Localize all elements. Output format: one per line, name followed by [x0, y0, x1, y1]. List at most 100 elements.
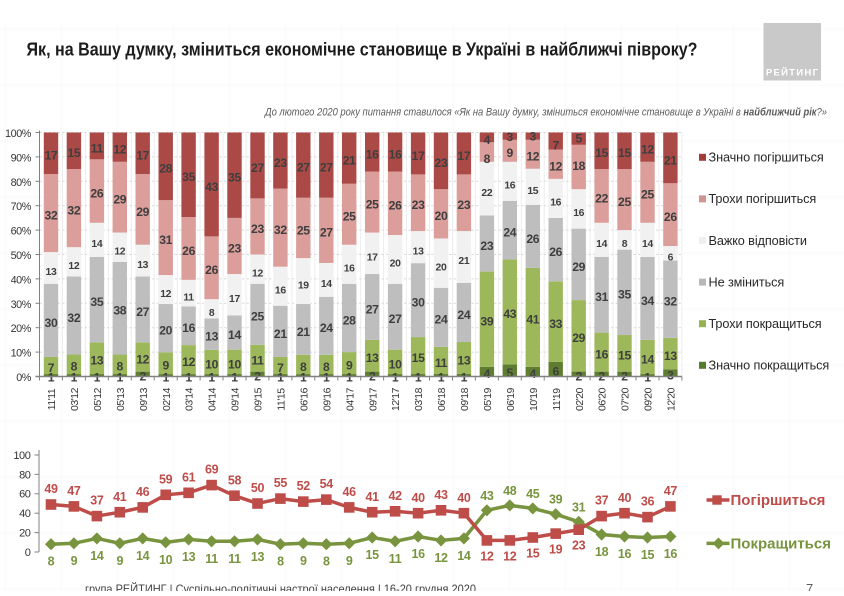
svg-text:29: 29 — [136, 205, 149, 219]
svg-text:15: 15 — [67, 146, 80, 160]
svg-text:7: 7 — [277, 361, 284, 375]
svg-text:8: 8 — [300, 360, 307, 374]
svg-text:55: 55 — [274, 476, 288, 490]
svg-text:8: 8 — [209, 308, 215, 319]
svg-text:група РЕЙТИНГ | Суспільно-полі: група РЕЙТИНГ | Суспільно-політичні наст… — [85, 581, 476, 591]
svg-text:25: 25 — [366, 197, 379, 211]
svg-text:23: 23 — [457, 198, 470, 212]
svg-text:05'19: 05'19 — [483, 387, 494, 411]
svg-text:14: 14 — [228, 328, 241, 342]
svg-text:13: 13 — [137, 260, 148, 271]
svg-text:40: 40 — [19, 508, 31, 520]
svg-text:1: 1 — [277, 371, 284, 385]
svg-text:11'15: 11'15 — [277, 388, 288, 411]
svg-text:21: 21 — [274, 327, 287, 341]
svg-text:11: 11 — [205, 552, 218, 566]
svg-text:06'16: 06'16 — [299, 387, 310, 411]
svg-text:32: 32 — [664, 295, 677, 309]
svg-text:31: 31 — [159, 233, 172, 247]
svg-text:8: 8 — [484, 152, 491, 166]
svg-text:06'20: 06'20 — [598, 387, 609, 411]
svg-text:5: 5 — [507, 366, 514, 380]
svg-text:14: 14 — [321, 279, 332, 290]
svg-text:15: 15 — [412, 351, 425, 365]
svg-text:1: 1 — [71, 371, 78, 385]
svg-text:23: 23 — [435, 156, 448, 170]
svg-text:20: 20 — [435, 209, 448, 223]
svg-text:9: 9 — [507, 146, 514, 160]
svg-text:17: 17 — [45, 149, 58, 163]
svg-text:14: 14 — [91, 239, 102, 250]
svg-text:11: 11 — [91, 141, 104, 155]
svg-text:28: 28 — [343, 313, 356, 327]
svg-text:13: 13 — [90, 354, 103, 368]
svg-text:30%: 30% — [11, 299, 32, 311]
svg-text:1: 1 — [438, 371, 445, 385]
svg-text:12: 12 — [113, 143, 126, 157]
svg-text:4: 4 — [530, 367, 537, 381]
svg-text:Покращиться: Покращиться — [731, 535, 832, 552]
svg-text:12: 12 — [641, 143, 654, 157]
svg-text:10%: 10% — [11, 348, 32, 360]
svg-text:22: 22 — [595, 191, 608, 205]
svg-text:12: 12 — [182, 355, 195, 369]
svg-text:7: 7 — [48, 361, 55, 375]
svg-text:16: 16 — [389, 147, 402, 161]
svg-text:24: 24 — [457, 308, 470, 322]
svg-text:16: 16 — [411, 547, 425, 561]
svg-text:23: 23 — [274, 156, 287, 170]
svg-text:6: 6 — [668, 253, 674, 264]
svg-text:12: 12 — [252, 268, 263, 279]
svg-text:Значно погіршиться: Значно погіршиться — [709, 151, 824, 165]
svg-text:8: 8 — [117, 360, 124, 374]
svg-text:12: 12 — [160, 289, 171, 300]
svg-text:43: 43 — [480, 489, 494, 503]
svg-text:33: 33 — [549, 317, 562, 331]
svg-text:35: 35 — [90, 295, 103, 309]
svg-text:32: 32 — [45, 208, 58, 222]
svg-text:РЕЙТИНГ: РЕЙТИНГ — [766, 67, 819, 79]
svg-text:17: 17 — [367, 253, 378, 264]
svg-text:0: 0 — [25, 547, 31, 559]
svg-text:41: 41 — [113, 490, 127, 504]
svg-text:9: 9 — [71, 554, 78, 568]
svg-text:13: 13 — [251, 550, 265, 564]
svg-text:41: 41 — [366, 490, 380, 504]
svg-text:16: 16 — [664, 547, 678, 561]
svg-text:1: 1 — [346, 371, 353, 385]
svg-text:1: 1 — [117, 371, 124, 385]
svg-text:4: 4 — [484, 133, 491, 147]
svg-text:13: 13 — [366, 351, 379, 365]
svg-text:9: 9 — [300, 554, 307, 568]
svg-text:9: 9 — [346, 554, 353, 568]
svg-text:17: 17 — [229, 294, 240, 305]
svg-text:23: 23 — [572, 539, 586, 553]
svg-text:47: 47 — [67, 484, 81, 498]
svg-text:13: 13 — [413, 246, 424, 257]
svg-text:24: 24 — [435, 313, 448, 327]
svg-text:12: 12 — [480, 549, 494, 563]
svg-text:34: 34 — [641, 294, 654, 308]
svg-text:20: 20 — [19, 528, 31, 540]
svg-text:26: 26 — [526, 232, 539, 246]
svg-text:49: 49 — [44, 482, 58, 496]
svg-text:46: 46 — [136, 485, 150, 499]
svg-text:Не зміниться: Не зміниться — [709, 275, 785, 289]
svg-text:05'13: 05'13 — [116, 387, 127, 411]
svg-text:16: 16 — [550, 198, 561, 209]
svg-text:26: 26 — [549, 245, 562, 259]
svg-text:21: 21 — [297, 325, 310, 339]
svg-text:90%: 90% — [11, 152, 32, 164]
svg-text:16: 16 — [573, 208, 584, 219]
svg-text:21: 21 — [458, 256, 469, 267]
svg-text:12'17: 12'17 — [391, 387, 402, 411]
svg-text:Значно покращиться: Значно покращиться — [709, 359, 830, 373]
svg-text:04'17: 04'17 — [345, 387, 356, 411]
svg-text:1: 1 — [94, 371, 101, 385]
svg-text:14: 14 — [90, 549, 104, 563]
svg-text:11: 11 — [228, 552, 241, 566]
svg-text:10: 10 — [228, 357, 241, 371]
svg-text:02'20: 02'20 — [575, 387, 586, 411]
svg-text:16: 16 — [366, 147, 379, 161]
svg-text:Погіршиться: Погіршиться — [731, 492, 826, 509]
